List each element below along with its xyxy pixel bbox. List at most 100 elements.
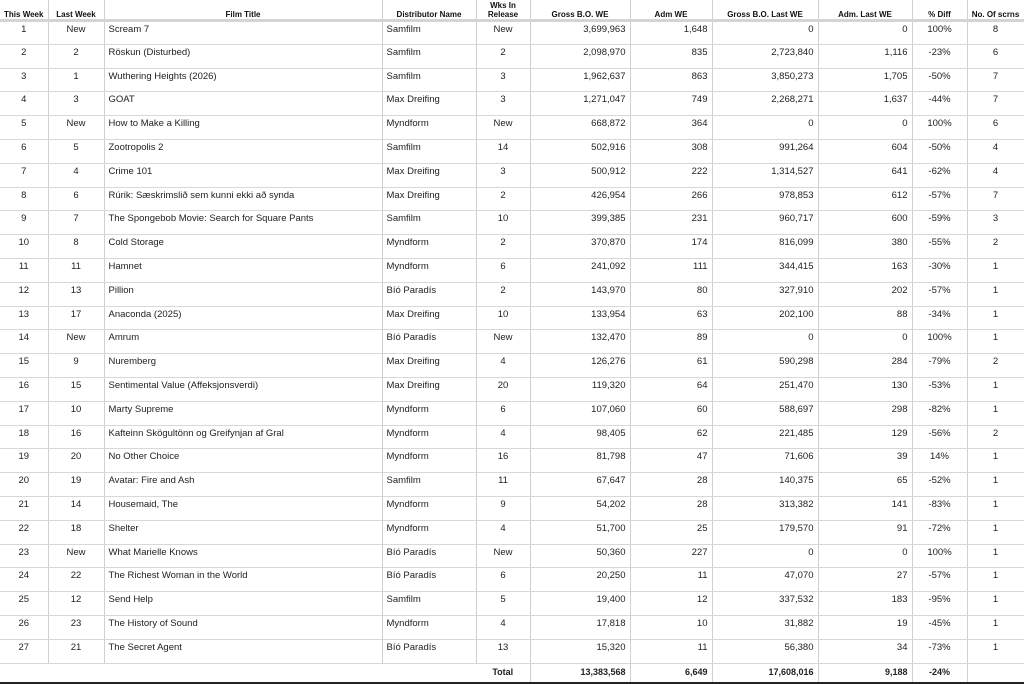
total-gross-last-we: 17,608,016 xyxy=(712,663,819,684)
gross-last-we-cell: 2,723,840 xyxy=(712,44,819,69)
screens-cell: 7 xyxy=(967,187,1024,212)
distributor-cell: Samfilm xyxy=(382,139,477,164)
adm-we-cell: 12 xyxy=(630,591,713,616)
screens-cell: 1 xyxy=(967,282,1024,307)
film-title-cell: The Secret Agent xyxy=(104,639,383,664)
table-row: 16 15 Sentimental Value (Affeksjonsverdi) M… xyxy=(0,377,1024,402)
weeks-in-release-cell: 11 xyxy=(476,472,531,497)
adm-we-cell: 28 xyxy=(630,496,713,521)
film-title-cell: The Spongebob Movie: Search for Square P… xyxy=(104,210,383,236)
this-week-cell: 16 xyxy=(0,377,49,402)
screens-cell: 1 xyxy=(967,567,1024,593)
weeks-in-release-cell: New xyxy=(476,329,531,355)
distributor-cell: Myndform xyxy=(382,615,477,640)
film-title-cell: Marty Supreme xyxy=(104,401,383,426)
screens-cell: 7 xyxy=(967,91,1024,117)
screens-cell: 1 xyxy=(967,472,1024,497)
percent-diff-cell: -57% xyxy=(912,567,968,593)
last-week-cell: 12 xyxy=(48,591,105,616)
distributor-cell: Bíó Paradís xyxy=(382,567,477,593)
gross-last-we-cell: 221,485 xyxy=(712,425,819,450)
percent-diff-cell: -44% xyxy=(912,91,968,117)
gross-we-cell: 668,872 xyxy=(530,115,631,140)
table-row: 26 23 The History of Sound Myndform 4 17,818 1… xyxy=(0,615,1024,640)
table-row: 23 New What Marielle Knows Bíó Paradís New 50… xyxy=(0,544,1024,569)
percent-diff-cell: 100% xyxy=(912,115,968,140)
last-week-cell: 17 xyxy=(48,306,105,331)
distributor-cell: Myndform xyxy=(382,520,477,545)
this-week-cell: 14 xyxy=(0,329,49,355)
table-row: 12 13 Pillion Bíó Paradís 2 143,970 80 327,910 2… xyxy=(0,282,1024,307)
gross-last-we-cell: 816,099 xyxy=(712,234,819,259)
weeks-in-release-cell: New xyxy=(476,544,531,569)
weeks-in-release-cell: 3 xyxy=(476,91,531,117)
last-week-cell: 2 xyxy=(48,44,105,69)
adm-last-we-cell: 19 xyxy=(818,615,913,640)
gross-we-cell: 67,647 xyxy=(530,472,631,497)
gross-last-we-cell: 0 xyxy=(712,544,819,569)
screens-cell: 1 xyxy=(967,329,1024,355)
total-adm-last-we: 9,188 xyxy=(818,663,913,684)
adm-last-we-cell: 183 xyxy=(818,591,913,616)
film-title-cell: Nuremberg xyxy=(104,353,383,378)
film-title-cell: Amrum xyxy=(104,329,383,355)
distributor-cell: Myndform xyxy=(382,425,477,450)
gross-last-we-cell: 590,298 xyxy=(712,353,819,378)
table-row: 1 New Scream 7 Samfilm New 3,699,963 1,648 0 0 10… xyxy=(0,20,1024,45)
gross-we-cell: 15,320 xyxy=(530,639,631,664)
adm-we-cell: 61 xyxy=(630,353,713,378)
last-week-cell: 5 xyxy=(48,139,105,164)
last-week-cell: New xyxy=(48,329,105,355)
table-row: 20 19 Avatar: Fire and Ash Samfilm 11 67,647 2… xyxy=(0,472,1024,497)
adm-we-cell: 62 xyxy=(630,425,713,450)
adm-we-cell: 1,648 xyxy=(630,20,713,45)
adm-last-we-cell: 0 xyxy=(818,544,913,569)
film-title-cell: Hamnet xyxy=(104,258,383,283)
this-week-cell: 5 xyxy=(0,115,49,140)
gross-we-cell: 126,276 xyxy=(530,353,631,378)
gross-we-cell: 50,360 xyxy=(530,544,631,569)
film-title-cell: Röskun (Disturbed) xyxy=(104,44,383,69)
header-row: This Week Last Week Film Title Distributor … xyxy=(0,0,1024,22)
percent-diff-cell: -73% xyxy=(912,639,968,664)
column-header-last-week: Last Week xyxy=(48,0,105,22)
weeks-in-release-cell: 20 xyxy=(476,377,531,402)
weeks-in-release-cell: 4 xyxy=(476,520,531,545)
last-week-cell: 8 xyxy=(48,234,105,259)
distributor-cell: Samfilm xyxy=(382,591,477,616)
column-header-gross-last-we: Gross B.O. Last WE xyxy=(712,0,819,22)
this-week-cell: 6 xyxy=(0,139,49,164)
this-week-cell: 8 xyxy=(0,187,49,212)
film-title-cell: Scream 7 xyxy=(104,20,383,45)
table-row: 18 16 Kafteinn Skögultönn og Greifynjan af… xyxy=(0,425,1024,450)
adm-last-we-cell: 604 xyxy=(818,139,913,164)
last-week-cell: 3 xyxy=(48,91,105,117)
percent-diff-cell: -56% xyxy=(912,425,968,450)
weeks-in-release-cell: 2 xyxy=(476,187,531,212)
distributor-cell: Myndform xyxy=(382,496,477,521)
screens-cell: 1 xyxy=(967,496,1024,521)
distributor-cell: Bíó Paradís xyxy=(382,544,477,569)
adm-we-cell: 308 xyxy=(630,139,713,164)
film-title-cell: Send Help xyxy=(104,591,383,616)
distributor-cell: Myndform xyxy=(382,401,477,426)
film-title-cell: Avatar: Fire and Ash xyxy=(104,472,383,497)
percent-diff-cell: -50% xyxy=(912,68,968,93)
screens-cell: 2 xyxy=(967,425,1024,450)
screens-cell: 1 xyxy=(967,306,1024,331)
adm-we-cell: 835 xyxy=(630,44,713,69)
gross-last-we-cell: 960,717 xyxy=(712,210,819,236)
gross-last-we-cell: 47,070 xyxy=(712,567,819,593)
gross-last-we-cell: 337,532 xyxy=(712,591,819,616)
percent-diff-cell: -34% xyxy=(912,306,968,331)
film-title-cell: Shelter xyxy=(104,520,383,545)
adm-we-cell: 231 xyxy=(630,210,713,236)
weeks-in-release-cell: 5 xyxy=(476,591,531,616)
percent-diff-cell: -53% xyxy=(912,377,968,402)
adm-we-cell: 47 xyxy=(630,448,713,474)
total-gross-we: 13,383,568 xyxy=(530,663,631,684)
weeks-in-release-cell: 2 xyxy=(476,234,531,259)
gross-last-we-cell: 313,382 xyxy=(712,496,819,521)
film-title-cell: GOAT xyxy=(104,91,383,117)
gross-we-cell: 1,962,637 xyxy=(530,68,631,93)
